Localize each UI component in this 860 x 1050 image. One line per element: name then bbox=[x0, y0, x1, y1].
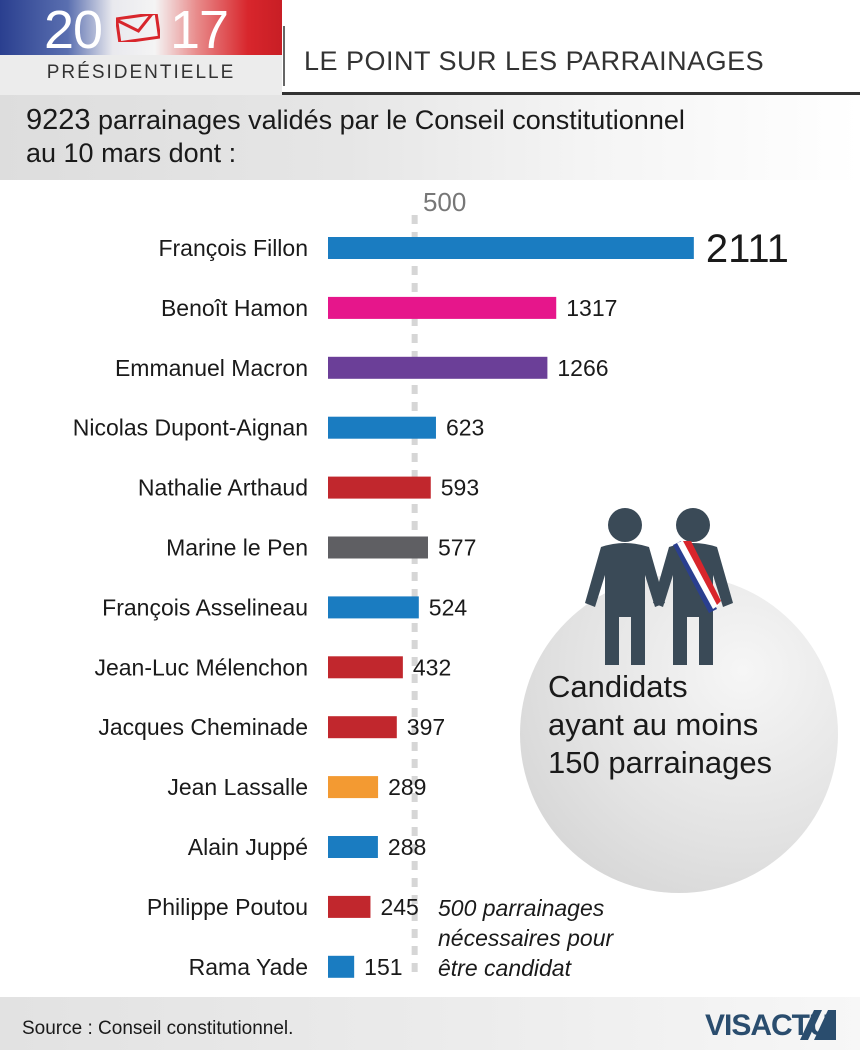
threshold-note: 500 parrainages nécessaires pour être ca… bbox=[438, 893, 698, 983]
value-label: 1317 bbox=[566, 295, 617, 321]
bar bbox=[328, 296, 557, 319]
bar bbox=[328, 895, 371, 918]
intro-line1: parrainages validés par le Conseil const… bbox=[90, 105, 685, 135]
reference-line-label: 500 bbox=[423, 187, 466, 217]
category-label: Jean-Luc Mélenchon bbox=[94, 654, 308, 680]
bar bbox=[328, 416, 436, 439]
intro-text: 9223 parrainages validés par le Conseil … bbox=[26, 104, 826, 170]
category-label: Jean Lassalle bbox=[167, 774, 308, 800]
flag-banner: 20 17 PRÉSIDENTIELLE bbox=[0, 0, 282, 95]
category-label: Alain Juppé bbox=[188, 834, 308, 860]
header: 20 17 PRÉSIDENTIELLE LE POINT SUR LES PA… bbox=[0, 0, 860, 95]
category-label: Benoît Hamon bbox=[161, 295, 308, 321]
envelope-icon bbox=[116, 14, 160, 42]
bar bbox=[328, 536, 428, 559]
subtitle-band bbox=[0, 55, 282, 95]
election-subtitle: PRÉSIDENTIELLE bbox=[46, 62, 236, 83]
intro-band bbox=[0, 95, 860, 180]
intro-line2: au 10 mars dont : bbox=[26, 138, 237, 168]
value-label: 432 bbox=[413, 654, 451, 680]
value-label: 1266 bbox=[557, 355, 608, 381]
bar bbox=[328, 836, 378, 858]
bar bbox=[328, 237, 694, 259]
header-underline bbox=[282, 92, 860, 95]
value-label: 577 bbox=[438, 535, 476, 561]
category-label: François Asselineau bbox=[102, 594, 308, 620]
candidates-caption-line3: 150 parrainages bbox=[548, 745, 773, 780]
year-right: 17 bbox=[170, 0, 229, 60]
bar bbox=[328, 955, 355, 978]
threshold-note-line3: être candidat bbox=[438, 955, 571, 981]
candidates-caption: Candidats ayant au moins 150 parrainages bbox=[548, 668, 838, 782]
category-label: Rama Yade bbox=[189, 954, 308, 980]
category-label: Marine le Pen bbox=[166, 535, 308, 561]
page-title: LE POINT SUR LES PARRAINAGES bbox=[304, 46, 765, 76]
value-label: 288 bbox=[388, 834, 426, 860]
threshold-note-line1: 500 parrainages bbox=[438, 895, 605, 921]
value-label: 623 bbox=[446, 415, 484, 441]
threshold-note-line2: nécessaires pour bbox=[438, 925, 614, 951]
bar bbox=[328, 776, 379, 799]
footer-band bbox=[0, 997, 860, 1050]
bar bbox=[328, 356, 548, 379]
value-label: 245 bbox=[380, 894, 418, 920]
category-label: Jacques Cheminade bbox=[98, 714, 308, 740]
bar bbox=[328, 716, 397, 739]
candidates-caption-line2: ayant au moins bbox=[548, 707, 759, 742]
bar bbox=[328, 596, 419, 619]
source-text: Source : Conseil constitutionnel. bbox=[22, 1018, 294, 1039]
category-label: Nicolas Dupont-Aignan bbox=[73, 415, 308, 441]
candidates-caption-line1: Candidats bbox=[548, 669, 688, 704]
value-label: 593 bbox=[441, 475, 479, 501]
value-label: 151 bbox=[364, 954, 402, 980]
value-label: 524 bbox=[429, 594, 468, 620]
bar-chart: 500 François Fillon 2111 Benoît Hamon 1317 Em… bbox=[73, 187, 789, 980]
value-label: 2111 bbox=[706, 227, 789, 271]
value-label: 289 bbox=[388, 774, 426, 800]
bar bbox=[328, 656, 403, 679]
brand-logo-mark bbox=[800, 1010, 836, 1040]
category-label: Emmanuel Macron bbox=[115, 355, 308, 381]
total-count: 9223 bbox=[26, 104, 91, 136]
year-left: 20 bbox=[44, 0, 103, 60]
bar bbox=[328, 476, 431, 499]
persons-icon bbox=[585, 508, 733, 665]
category-label: Nathalie Arthaud bbox=[138, 475, 308, 501]
category-label: Philippe Poutou bbox=[147, 894, 308, 920]
category-label: François Fillon bbox=[158, 235, 308, 261]
value-label: 397 bbox=[407, 714, 445, 740]
header-divider bbox=[283, 26, 285, 86]
